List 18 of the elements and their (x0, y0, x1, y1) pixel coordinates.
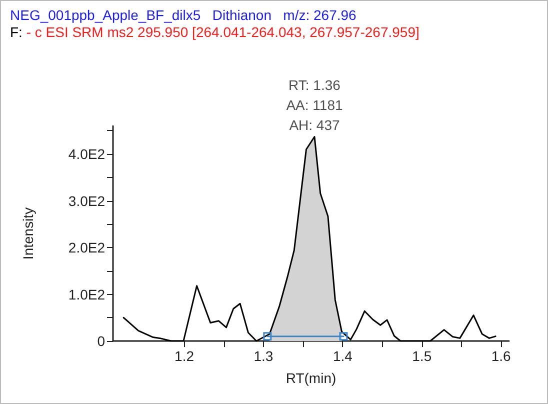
x-tick-label: 1.2 (174, 348, 194, 364)
x-axis-title: RT(min) (286, 370, 336, 386)
x-tick-label: 1.6 (491, 348, 512, 364)
y-axis-title: Intensity (20, 207, 36, 260)
y-tick-label: 1.0E2 (68, 286, 106, 302)
y-tick-label: 3.0E2 (68, 192, 106, 209)
text: AA: 1181 (286, 96, 343, 113)
x-tick-label: 1.4 (332, 348, 353, 364)
text: RT: 1.36 (288, 76, 341, 93)
y-tick-label: 4.0E2 (68, 146, 106, 162)
y-tick-label: 2.0E2 (68, 240, 106, 256)
chart-subtitle: F: - c ESI SRM ms2 295.950 [264.041-264.043, 267.957-267.959] (10, 24, 420, 40)
y-tick-label: 0 (97, 333, 106, 349)
annotation: AH: 437 (289, 116, 340, 133)
x-tick-label: 1.3 (254, 348, 274, 364)
line-series (122, 136, 496, 342)
chart-title: NEG_001ppb_Apple_BF_dilx5 Dithianon m/z: 267.96 (10, 7, 357, 23)
x-tick-label: 1.5 (412, 348, 432, 364)
